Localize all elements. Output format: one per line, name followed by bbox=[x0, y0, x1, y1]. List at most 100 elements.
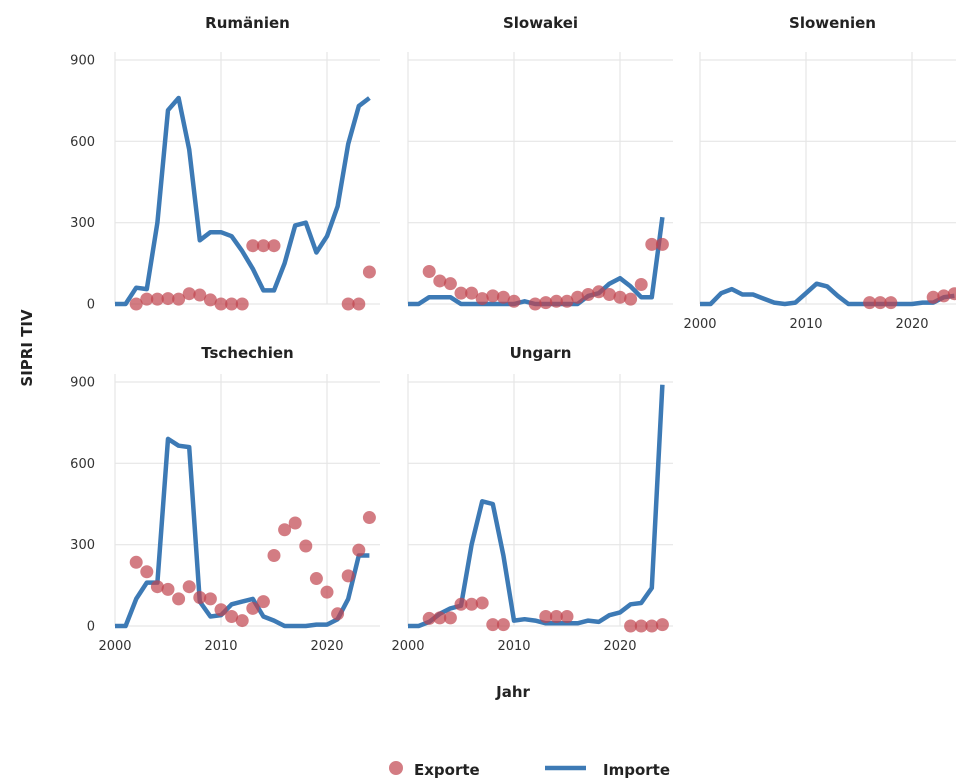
panel-5: Ungarn 2000 2010 2020 bbox=[391, 344, 673, 654]
exporte-point bbox=[341, 297, 355, 311]
panel-title: Rumänien bbox=[205, 14, 290, 32]
y-tick-label: 900 bbox=[70, 54, 95, 69]
exporte-point bbox=[486, 289, 500, 303]
legend-exporte-label: Exporte bbox=[414, 761, 480, 779]
importe-line bbox=[408, 384, 665, 629]
exporte-point bbox=[140, 565, 154, 579]
exporte-point bbox=[172, 292, 186, 306]
panel-title: Slowakei bbox=[503, 14, 578, 32]
exporte-point bbox=[571, 290, 585, 304]
panel-title: Slowenien bbox=[789, 14, 876, 32]
exporte-point bbox=[225, 610, 239, 624]
exporte-point bbox=[256, 595, 270, 609]
exporte-point bbox=[560, 294, 574, 308]
exporte-point bbox=[203, 592, 217, 606]
y-tick-label: 300 bbox=[70, 216, 95, 231]
y-tick-label: 0 bbox=[87, 298, 95, 313]
exporte-point bbox=[443, 611, 457, 625]
x-tick-label: 2010 bbox=[497, 639, 530, 654]
exporte-point bbox=[539, 610, 553, 624]
exporte-point bbox=[341, 569, 355, 583]
exporte-point bbox=[235, 614, 249, 628]
y-tick-label: 300 bbox=[70, 538, 95, 553]
x-tick-label: 2000 bbox=[391, 639, 424, 654]
exporte-point bbox=[129, 297, 143, 311]
y-tick-label: 600 bbox=[70, 457, 95, 472]
y-tick-label: 0 bbox=[87, 620, 95, 635]
exporte-point bbox=[613, 290, 627, 304]
importe-line bbox=[408, 216, 665, 307]
panel-title: Ungarn bbox=[510, 344, 572, 362]
exporte-point bbox=[645, 237, 659, 251]
y-tick-label: 900 bbox=[70, 376, 95, 391]
x-tick-label: 2020 bbox=[310, 639, 343, 654]
exporte-point bbox=[235, 297, 249, 311]
exporte-point bbox=[433, 274, 447, 288]
exporte-point bbox=[655, 237, 669, 251]
exporte-point bbox=[246, 239, 260, 253]
exporte-point bbox=[863, 296, 877, 310]
exporte-point bbox=[246, 601, 260, 615]
x-tick-label: 2010 bbox=[204, 639, 237, 654]
exporte-point bbox=[433, 611, 447, 625]
exporte-point bbox=[926, 290, 940, 304]
exporte-point bbox=[496, 290, 510, 304]
exporte-point bbox=[507, 294, 521, 308]
exporte-point bbox=[422, 611, 436, 625]
exporte-point bbox=[182, 287, 196, 301]
exporte-point bbox=[150, 292, 164, 306]
exporte-point bbox=[539, 296, 553, 310]
legend-importe-label: Importe bbox=[603, 761, 670, 779]
exporte-point bbox=[352, 297, 366, 311]
exporte-point bbox=[581, 288, 595, 302]
exporte-point bbox=[475, 292, 489, 306]
exporte-point bbox=[645, 619, 659, 633]
exporte-point bbox=[299, 539, 313, 553]
panel-1: Rumänien 0 300 600 900 bbox=[70, 14, 380, 313]
exporte-point bbox=[475, 596, 489, 610]
exporte-point bbox=[214, 297, 228, 311]
importe-line bbox=[115, 95, 371, 307]
exporte-point bbox=[454, 597, 468, 611]
exporte-point bbox=[203, 293, 217, 307]
exporte-point bbox=[496, 618, 510, 632]
exporte-point bbox=[549, 294, 563, 308]
exporte-point bbox=[331, 607, 345, 621]
exporte-point bbox=[140, 292, 154, 306]
x-axis-title: Jahr bbox=[495, 683, 530, 701]
exporte-point bbox=[624, 619, 638, 633]
exporte-point bbox=[172, 592, 186, 606]
exporte-point bbox=[465, 597, 479, 611]
importe-line bbox=[700, 281, 955, 307]
exporte-point bbox=[655, 618, 669, 632]
exporte-point bbox=[592, 285, 606, 299]
exporte-point bbox=[320, 585, 334, 599]
exporte-point bbox=[288, 516, 302, 530]
exporte-point bbox=[937, 289, 951, 303]
exporte-point bbox=[150, 580, 164, 594]
exporte-point bbox=[443, 277, 457, 291]
exporte-point bbox=[182, 580, 196, 594]
exporte-point bbox=[486, 618, 500, 632]
exporte-point bbox=[161, 582, 175, 596]
x-tick-label: 2000 bbox=[683, 317, 716, 332]
panel-4: Tschechien 0 300 600 900 2000 2010 2020 bbox=[70, 344, 380, 654]
panel-3: Slowenien 2000 2010 2020 bbox=[683, 14, 956, 332]
importe-line bbox=[115, 436, 370, 629]
exporte-point bbox=[465, 286, 479, 300]
exporte-point bbox=[549, 610, 563, 624]
exporte-point bbox=[624, 292, 638, 306]
exporte-point bbox=[873, 296, 887, 310]
exporte-point bbox=[161, 292, 175, 306]
x-tick-label: 2020 bbox=[895, 317, 928, 332]
legend-exporte-marker bbox=[389, 761, 403, 775]
exporte-point bbox=[602, 288, 616, 302]
exporte-point bbox=[352, 543, 366, 557]
y-axis-title: SIPRI TIV bbox=[18, 309, 36, 387]
x-tick-label: 2010 bbox=[789, 317, 822, 332]
exporte-point bbox=[214, 603, 228, 617]
legend: Exporte Importe bbox=[389, 761, 670, 779]
exporte-point bbox=[422, 264, 436, 278]
exporte-point bbox=[193, 591, 207, 605]
